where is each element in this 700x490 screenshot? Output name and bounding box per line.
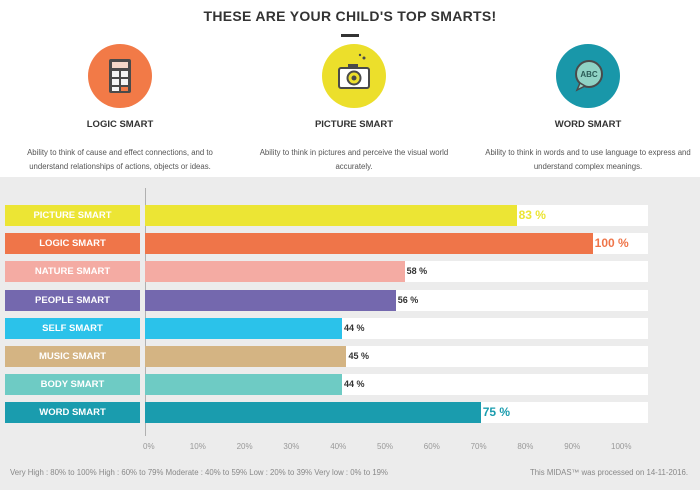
bar-value-label: 44 % (343, 323, 365, 333)
bar-row: PEOPLE SMART 56 % (5, 290, 648, 311)
bar-track: 44 % (145, 374, 648, 395)
bar-track: 83 % (145, 205, 648, 226)
x-tick-label: 30% (283, 442, 300, 451)
top-smart-circle-picture (322, 44, 386, 108)
abc-speech-bubble-icon: ABC (575, 60, 603, 92)
bar-category-label: LOGIC SMART (5, 233, 140, 254)
bar-track: 100 % (145, 233, 648, 254)
bar-row: MUSIC SMART 45 % (5, 346, 648, 367)
bar-value-label: 58 % (406, 266, 428, 276)
bar-value-label: 75 % (482, 405, 511, 419)
x-tick-label: 80% (517, 442, 534, 451)
bar (145, 290, 396, 311)
x-tick-label: 60% (423, 442, 440, 451)
bar-track: 75 % (145, 402, 648, 423)
top-smart-name: WORD SMART (554, 119, 622, 130)
top-smart-name: LOGIC SMART (86, 119, 154, 130)
calculator-icon (109, 59, 131, 93)
bar (145, 233, 593, 254)
x-tick-label: 90% (564, 442, 581, 451)
bar-value-label: 44 % (343, 379, 365, 389)
top-smart-circle-word: ABC (556, 44, 620, 108)
bar-value-label: 100 % (594, 236, 629, 250)
bar-category-label: MUSIC SMART (5, 346, 140, 367)
top-smart-card-logic: LOGIC SMART Ability to think of cause an… (5, 44, 235, 174)
bar-row: NATURE SMART 58 % (5, 261, 648, 282)
bar (145, 261, 405, 282)
bar (145, 346, 347, 367)
top-smart-name: PICTURE SMART (314, 119, 394, 130)
bar-category-label: PEOPLE SMART (5, 290, 140, 311)
top-smart-description: Ability to think in words and to use lan… (485, 148, 691, 171)
x-axis-ticks: 0% 10% 20% 30% 40% 50% 60% 70% 80% 90% 100% (143, 442, 645, 454)
bar-row: WORD SMART 75 % (5, 402, 648, 423)
x-tick-label: 0% (143, 442, 155, 451)
bar-category-label: BODY SMART (5, 374, 140, 395)
bar-value-label: 45 % (348, 351, 369, 361)
bar-track: 44 % (145, 318, 648, 339)
bar-row: LOGIC SMART 100 % (5, 233, 648, 254)
processed-date: This MIDAS™ was processed on 14-11-2016. (529, 468, 688, 477)
top-smart-card-word: ABC WORD SMART Ability to think in words… (473, 44, 700, 174)
top-smart-description: Ability to think of cause and effect con… (27, 148, 213, 171)
bar-row: BODY SMART 44 % (5, 374, 648, 395)
bar-row: SELF SMART 44 % (5, 318, 648, 339)
camera-icon (338, 53, 370, 89)
bar-track: 58 % (145, 261, 648, 282)
top-smart-circle-logic (88, 44, 152, 108)
bar (145, 318, 342, 339)
bar-category-label: WORD SMART (5, 402, 140, 423)
x-tick-label: 20% (236, 442, 253, 451)
bar-value-label: 56 % (397, 295, 419, 305)
bar-category-label: NATURE SMART (5, 261, 140, 282)
x-tick-label: 100% (611, 442, 632, 451)
bar (145, 402, 481, 423)
bar (145, 205, 517, 226)
y-axis-line (145, 188, 146, 436)
x-tick-label: 50% (377, 442, 394, 451)
x-tick-label: 70% (470, 442, 487, 451)
x-tick-label: 40% (330, 442, 347, 451)
bar-track: 45 % (145, 346, 648, 367)
score-legend: Very High : 80% to 100% High : 60% to 79… (10, 468, 388, 477)
top-smart-card-picture: PICTURE SMART Ability to think in pictur… (239, 44, 469, 174)
bar-row: PICTURE SMART 83 % (5, 205, 648, 226)
title-divider (341, 34, 359, 37)
bar (145, 374, 342, 395)
bar-category-label: PICTURE SMART (5, 205, 140, 226)
bar-category-label: SELF SMART (5, 318, 140, 339)
page-title: THESE ARE YOUR CHILD'S TOP SMARTS! (203, 8, 497, 24)
top-smart-description: Ability to think in pictures and perceiv… (259, 148, 449, 171)
bar-track: 56 % (145, 290, 648, 311)
svg-text:ABC: ABC (580, 70, 598, 79)
x-tick-label: 10% (189, 442, 206, 451)
bar-value-label: 83 % (518, 208, 546, 222)
